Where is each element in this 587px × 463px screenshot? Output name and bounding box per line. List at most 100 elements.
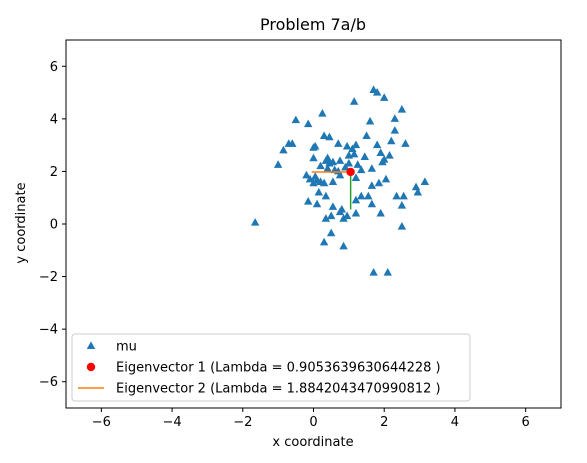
x-tick-label: −2 xyxy=(233,415,252,430)
x-axis-label: x coordinate xyxy=(272,435,353,450)
y-tick-label: −2 xyxy=(39,270,58,285)
mu-point xyxy=(328,177,338,185)
plot-area: −6 −4 −2 0 2 4 6 −6 −4 −2 0 2 4 6 xyxy=(39,39,562,430)
mu-point xyxy=(335,170,345,179)
mu-point xyxy=(351,173,361,181)
mu-point xyxy=(411,182,421,191)
y-tick-label: −6 xyxy=(39,375,58,390)
legend: mu Eigenvector 1 (Lambda = 0.905363963064… xyxy=(71,333,471,402)
mu-point xyxy=(316,161,325,170)
mu-point xyxy=(288,139,297,147)
mu-point xyxy=(273,160,283,168)
mu-point xyxy=(319,237,329,246)
mu-point xyxy=(390,126,400,134)
mu-point xyxy=(367,181,377,189)
mu-point xyxy=(392,191,401,200)
mu-point xyxy=(390,114,400,122)
mu-point xyxy=(318,109,327,117)
mu-point xyxy=(291,115,301,124)
y-tick-label: 6 xyxy=(50,60,58,75)
mu-point xyxy=(369,268,378,276)
mu-point xyxy=(399,191,408,200)
mu-point xyxy=(303,197,313,205)
y-axis-label: y coordinate xyxy=(14,182,29,263)
legend-label: Eigenvector 1 (Lambda = 0.90536396306442… xyxy=(116,361,441,376)
mu-point xyxy=(372,87,382,96)
mu-point xyxy=(362,131,371,139)
mu-point xyxy=(335,156,345,164)
y-tick-label: 4 xyxy=(50,112,58,127)
mu-point xyxy=(351,195,361,204)
mu-point xyxy=(326,211,336,220)
mu-point xyxy=(323,164,332,172)
legend-marker-circle xyxy=(86,362,96,372)
mu-point xyxy=(321,191,331,200)
y-tick-label: −4 xyxy=(39,323,58,338)
axes-frame xyxy=(65,39,562,409)
mu-point xyxy=(344,158,354,167)
x-tick-label: 6 xyxy=(522,415,530,430)
mu-point xyxy=(303,119,313,128)
mu-point xyxy=(348,144,357,153)
mu-point xyxy=(339,241,348,250)
mu-point xyxy=(305,174,315,183)
mu-point xyxy=(319,131,329,139)
mu-point xyxy=(357,165,366,174)
chart-title: Problem 7a/b xyxy=(260,15,366,34)
y-tick-label: 0 xyxy=(50,218,58,233)
mu-point xyxy=(364,191,373,200)
mu-point xyxy=(378,157,387,166)
mu-point xyxy=(357,191,366,200)
eigenvector-1-point xyxy=(346,167,355,177)
mu-point xyxy=(342,141,352,150)
mu-point xyxy=(349,97,359,105)
x-tick-label: −4 xyxy=(162,415,181,430)
mu-point xyxy=(376,208,385,217)
legend-label: mu xyxy=(116,340,137,355)
x-tick-label: 2 xyxy=(380,415,388,430)
legend-label: Eigenvector 2 (Lambda = 1.88420434709908… xyxy=(116,382,441,397)
x-tick-label: 4 xyxy=(451,415,459,430)
mu-point xyxy=(360,152,369,160)
mu-point xyxy=(314,187,324,196)
mu-point xyxy=(341,162,350,171)
mu-point xyxy=(397,222,407,230)
mu-point xyxy=(311,141,320,150)
mu-point xyxy=(365,116,375,125)
mu-point xyxy=(325,158,334,167)
y-tick-label: 2 xyxy=(50,165,58,180)
mu-point xyxy=(328,202,338,210)
mu-point xyxy=(321,214,331,222)
mu-point xyxy=(279,145,288,154)
mu-point xyxy=(401,139,410,147)
mu-point xyxy=(339,214,348,222)
mu-point xyxy=(309,178,318,187)
mu-point xyxy=(326,228,336,237)
mu-point xyxy=(383,268,392,276)
mu-point xyxy=(309,153,318,162)
legend-box xyxy=(71,333,471,402)
mu-point xyxy=(420,177,430,185)
mu-point xyxy=(367,199,377,208)
mu-point xyxy=(351,140,361,149)
mu-point xyxy=(380,93,389,101)
x-tick-label: −6 xyxy=(92,415,111,430)
mu-point xyxy=(334,139,343,147)
mu-point xyxy=(385,151,394,159)
mu-point xyxy=(312,199,322,208)
mu-point xyxy=(374,178,384,187)
mu-point xyxy=(302,170,311,179)
mu-point xyxy=(353,160,362,168)
mu-point xyxy=(250,218,260,226)
mu-point xyxy=(319,178,329,187)
mu-point xyxy=(335,207,345,216)
mu-point xyxy=(381,174,391,183)
mu-point xyxy=(397,105,407,113)
legend-marker-triangle xyxy=(86,341,96,349)
mu-point xyxy=(397,201,407,209)
mu-point xyxy=(325,132,334,141)
mu-point xyxy=(413,187,423,196)
mu-point xyxy=(387,136,396,145)
